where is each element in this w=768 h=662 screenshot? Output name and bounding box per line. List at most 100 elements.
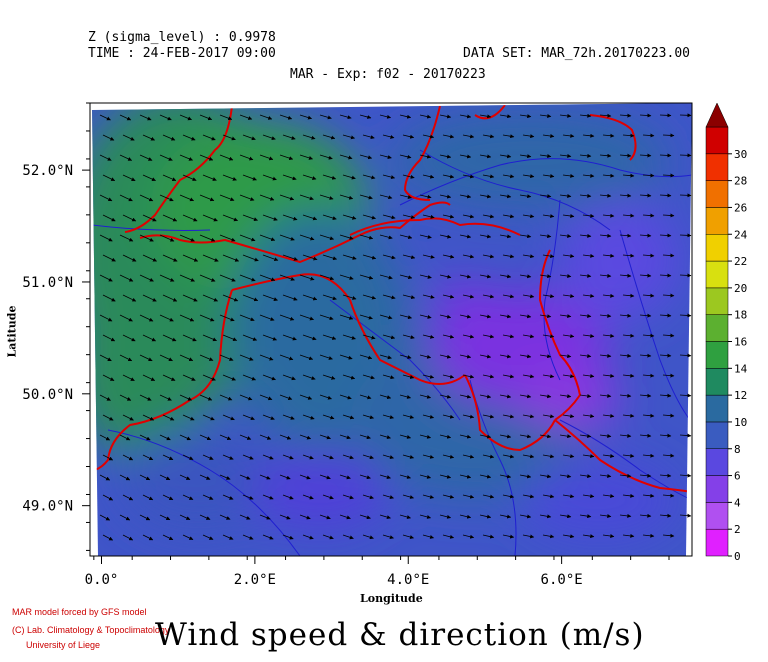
wind-arrow xyxy=(359,514,371,520)
wind-arrow xyxy=(479,114,492,119)
wind-arrow xyxy=(122,414,134,421)
wind-arrow xyxy=(482,254,495,259)
wind-arrow xyxy=(642,173,655,178)
wind-arrow xyxy=(519,314,532,319)
colorbar-label: 26 xyxy=(734,201,747,214)
wind-arrow xyxy=(679,513,692,518)
wind-arrow xyxy=(562,534,575,539)
wind-arrow xyxy=(162,334,177,342)
wind-arrow xyxy=(259,154,274,161)
colorbar-segment xyxy=(705,260,729,289)
colorbar-segment xyxy=(705,368,729,396)
wind-arrow xyxy=(302,534,314,540)
wind-arrow xyxy=(242,214,258,222)
wind-arrow xyxy=(199,234,216,242)
wind-arrow xyxy=(219,434,232,440)
wind-arrow xyxy=(299,114,312,120)
wind-arrow xyxy=(102,214,116,222)
wind-arrow xyxy=(562,374,575,379)
wind-arrow xyxy=(662,133,675,138)
wind-arrow xyxy=(419,274,432,279)
wind-arrow xyxy=(579,354,592,358)
wind-arrow xyxy=(659,313,672,318)
wind-arrow xyxy=(662,213,675,218)
wind-arrow xyxy=(442,334,455,339)
wind-arrow xyxy=(639,113,652,118)
wind-arrow xyxy=(459,154,472,159)
wind-arrow xyxy=(459,314,472,319)
wind-arrow xyxy=(379,354,392,360)
wind-arrow xyxy=(242,454,254,460)
wind-arrow xyxy=(322,494,334,500)
wind-arrow xyxy=(522,254,535,259)
wind-arrow xyxy=(242,534,254,540)
wind-arrow xyxy=(359,154,373,160)
colorbar-segment xyxy=(705,394,729,423)
wind-arrow xyxy=(362,334,376,340)
wind-arrow xyxy=(542,374,555,379)
wind-arrow xyxy=(402,294,416,300)
wind-arrow xyxy=(142,494,154,501)
wind-arrow xyxy=(379,274,393,280)
wind-arrow xyxy=(259,274,276,282)
x-tick-label: 4.0°E xyxy=(387,572,429,588)
wind-arrow xyxy=(162,494,174,501)
wind-arrow xyxy=(122,494,134,501)
wind-arrow xyxy=(282,214,298,221)
wind-arrow xyxy=(539,274,552,279)
wind-arrow xyxy=(159,434,171,441)
wind-arrow xyxy=(599,153,612,158)
wind-arrow xyxy=(359,114,372,119)
wind-arrow xyxy=(139,234,154,242)
colorbar-label: 30 xyxy=(734,148,747,161)
wind-arrow xyxy=(439,274,452,279)
wind-arrow xyxy=(279,314,295,321)
wind-arrow xyxy=(482,174,495,179)
y-tick-label: 51.0°N xyxy=(22,275,73,291)
wind-arrow xyxy=(602,253,615,258)
wind-arrow xyxy=(442,134,455,139)
wind-arrow xyxy=(462,174,475,179)
wind-arrow xyxy=(119,474,131,481)
wind-arrow xyxy=(399,394,412,399)
wind-arrow xyxy=(342,534,354,540)
wind-arrow xyxy=(99,474,111,481)
wind-arrow xyxy=(302,214,318,221)
wind-arrow xyxy=(179,314,195,322)
wind-arrow xyxy=(499,154,512,159)
y-tick-label: 50.0°N xyxy=(22,387,73,403)
wind-arrow xyxy=(102,534,114,541)
wind-arrow xyxy=(442,534,455,539)
wind-arrow xyxy=(179,354,194,362)
wind-arrow xyxy=(402,534,414,539)
wind-arrow xyxy=(599,393,612,398)
wind-arrow xyxy=(662,373,675,378)
wind-arrow xyxy=(182,454,194,460)
wind-arrow xyxy=(562,454,575,459)
wind-arrow xyxy=(139,434,151,441)
wind-arrow xyxy=(602,534,615,539)
wind-arrow xyxy=(399,314,413,320)
wind-arrow xyxy=(519,154,532,159)
wind-arrow xyxy=(522,214,535,219)
wind-arrow xyxy=(622,213,635,218)
wind-arrow xyxy=(302,174,317,180)
wind-arrow xyxy=(642,533,655,538)
wind-arrow xyxy=(302,294,318,301)
wind-arrow xyxy=(519,114,532,119)
wind-arrow xyxy=(479,434,492,439)
wind-arrow xyxy=(639,153,652,158)
wind-arrow xyxy=(482,374,495,379)
wind-arrow xyxy=(122,374,135,381)
wind-arrow xyxy=(99,434,111,441)
wind-arrow xyxy=(202,254,219,262)
colorbar-label: 12 xyxy=(734,389,747,402)
wind-arrow xyxy=(579,153,592,158)
wind-arrow xyxy=(559,474,572,479)
wind-arrow xyxy=(542,174,555,179)
wind-arrow xyxy=(542,414,555,419)
wind-arrow xyxy=(122,254,137,262)
wind-arrow xyxy=(539,354,552,359)
wind-arrow xyxy=(302,134,316,140)
